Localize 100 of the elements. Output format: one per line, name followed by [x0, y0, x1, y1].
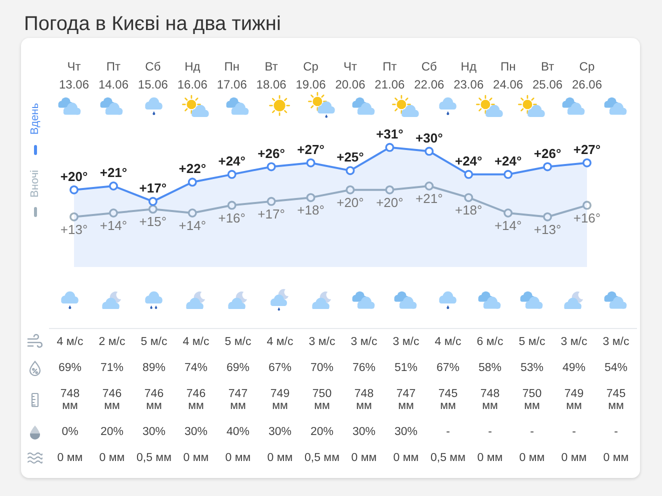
- text: -: [530, 426, 534, 438]
- text: -: [572, 426, 576, 438]
- point: [385, 142, 394, 152]
- point: [543, 162, 552, 172]
- data-label: +31°: [376, 126, 404, 142]
- text: 0 мм: [351, 452, 377, 464]
- point: [582, 200, 592, 210]
- text: 746 мм: [185, 388, 207, 412]
- text: -: [446, 426, 450, 438]
- data-label: +20°: [336, 194, 364, 210]
- text: 30%: [352, 426, 376, 438]
- point: [108, 208, 118, 218]
- text: 0 мм: [99, 452, 125, 464]
- text: 0 мм: [519, 452, 545, 464]
- text: 0 мм: [57, 452, 83, 464]
- point: [464, 170, 474, 179]
- data-label: +14°: [178, 218, 206, 234]
- data-label: +22°: [178, 161, 206, 176]
- text: 4 м/с: [434, 336, 462, 348]
- text: 748 мм: [59, 388, 81, 412]
- data-label: +18°: [454, 202, 482, 218]
- text: 750 мм: [311, 388, 333, 412]
- text: 58%: [478, 362, 502, 374]
- data-label: +25°: [336, 150, 364, 165]
- text: 749 мм: [563, 388, 585, 412]
- text: -: [488, 426, 492, 438]
- text: 0,5 мм: [136, 452, 172, 464]
- text: 4 м/с: [56, 336, 84, 348]
- point: [385, 185, 394, 194]
- point: [504, 170, 513, 179]
- x-tick-label: Сб 22.06: [414, 59, 444, 92]
- point: [306, 158, 316, 168]
- point: [227, 170, 236, 179]
- chart-title: Погода в Києві на два тижні: [24, 12, 281, 37]
- text: 0 мм: [183, 452, 209, 464]
- text: 746 мм: [143, 388, 165, 412]
- text: 747 мм: [227, 388, 249, 412]
- text: 0,5 мм: [430, 452, 466, 464]
- text: 4 м/с: [266, 336, 294, 348]
- text: 69%: [58, 362, 82, 374]
- point: [227, 200, 236, 210]
- data-label: +20°: [60, 168, 88, 184]
- data-label: +30°: [416, 130, 443, 146]
- text: 0 мм: [225, 452, 251, 464]
- x-tick-label: Ср 26.06: [572, 59, 602, 92]
- data-label: +26°: [534, 146, 562, 161]
- point: [266, 196, 276, 206]
- text: 70%: [310, 362, 334, 374]
- text: 71%: [100, 362, 124, 374]
- text: 0 мм: [267, 452, 293, 464]
- text: 0 мм: [561, 452, 587, 464]
- point: [543, 212, 552, 222]
- x-tick-label: Чт 13.06: [59, 59, 90, 92]
- data-label: +17°: [258, 206, 285, 222]
- text: 20%: [310, 426, 334, 438]
- x-tick-label: Сб 15.06: [138, 59, 168, 92]
- x-tick-label: Чт 20.06: [335, 59, 366, 92]
- point: [70, 185, 79, 194]
- point: [424, 146, 434, 156]
- text: 750 мм: [521, 388, 543, 412]
- x-tick-label: Пн 17.06: [216, 59, 248, 92]
- text: -: [614, 426, 618, 438]
- text: 69%: [226, 362, 250, 374]
- data-label: +20°: [376, 194, 404, 210]
- data-label: +18°: [297, 202, 324, 218]
- text: 67%: [268, 362, 292, 374]
- x-tick-label: Вт 18.06: [256, 59, 287, 92]
- x-tick-label: Пт 21.06: [374, 59, 406, 92]
- text: 6 м/с: [476, 336, 504, 348]
- text: 30%: [268, 426, 292, 438]
- point: [188, 178, 197, 187]
- point: [504, 208, 513, 218]
- text: 749 мм: [269, 388, 291, 412]
- data-label: +24°: [494, 154, 522, 169]
- data-label: +27°: [573, 142, 601, 157]
- data-label: +21°: [100, 165, 128, 180]
- point: [266, 162, 276, 172]
- point: [306, 193, 316, 202]
- x-tick-label: Вт 25.06: [532, 59, 563, 92]
- data-label: +21°: [416, 191, 443, 206]
- data-label: +16°: [573, 210, 601, 226]
- text: 5 м/с: [518, 336, 546, 348]
- data-label: +14°: [100, 218, 128, 234]
- point: [108, 182, 118, 190]
- text: 4 м/с: [182, 336, 210, 348]
- point: [148, 204, 158, 214]
- text: 0%: [62, 426, 78, 438]
- point: [70, 212, 79, 222]
- text: 54%: [604, 362, 628, 374]
- point: [346, 185, 355, 194]
- text: 0 мм: [393, 452, 419, 464]
- data-label: +24°: [218, 154, 246, 169]
- text: 20%: [100, 426, 124, 438]
- x-tick-label: Нд 23.06: [454, 59, 484, 92]
- point: [148, 196, 158, 206]
- text: 76%: [352, 362, 376, 374]
- text: 0,5 мм: [304, 452, 340, 464]
- data-label: +13°: [60, 222, 88, 237]
- text: 2 м/с: [98, 336, 126, 348]
- data-label: +14°: [494, 218, 522, 234]
